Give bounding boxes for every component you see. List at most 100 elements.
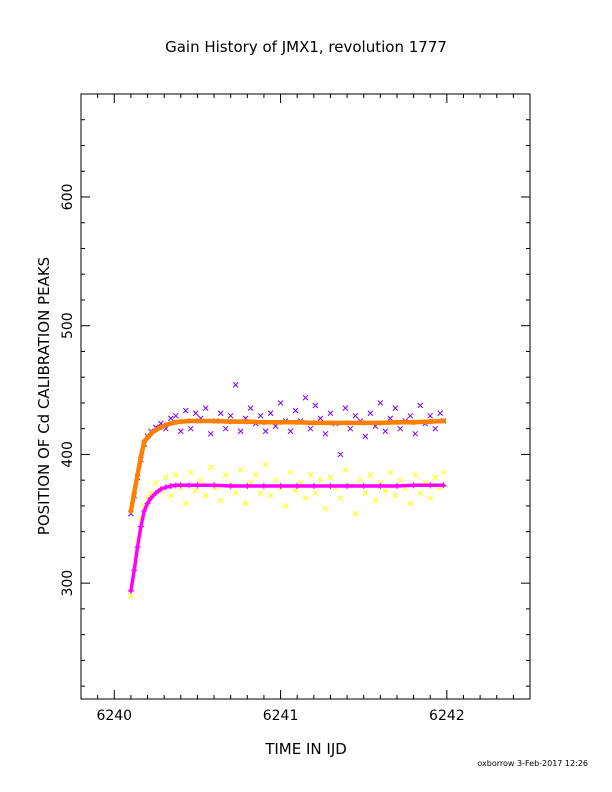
data-point xyxy=(257,412,264,419)
data-point xyxy=(217,410,224,417)
data-point xyxy=(172,472,179,478)
data-point xyxy=(287,428,294,435)
y-tick-label: 600 xyxy=(60,184,76,211)
data-point xyxy=(162,474,169,481)
data-point xyxy=(312,490,319,496)
data-point xyxy=(267,492,274,499)
data-point xyxy=(342,405,349,411)
data-point xyxy=(152,479,159,486)
data-point xyxy=(232,490,239,496)
data-point xyxy=(327,410,334,417)
data-point xyxy=(440,469,447,476)
data-point xyxy=(272,477,279,484)
data-point xyxy=(217,497,224,504)
data-point xyxy=(357,477,364,484)
data-point xyxy=(412,472,419,478)
data-point xyxy=(412,430,419,437)
data-point xyxy=(287,469,294,476)
data-point xyxy=(262,461,269,468)
data-point xyxy=(427,495,434,502)
y-tick-labels: 300 400 500 600 xyxy=(60,184,76,597)
data-point xyxy=(397,477,404,484)
data-point xyxy=(202,405,209,411)
data-point xyxy=(262,428,269,435)
data-point xyxy=(227,412,234,419)
y-axis-label: POSITION OF Cd CALIBRATION PEAKS xyxy=(35,257,53,535)
data-point xyxy=(367,472,374,478)
data-point xyxy=(302,394,309,401)
data-point xyxy=(237,428,244,435)
data-point xyxy=(192,410,199,417)
data-point xyxy=(307,472,314,478)
data-point xyxy=(232,382,239,388)
data-point xyxy=(337,451,344,458)
plot-frame xyxy=(80,93,531,700)
data-point xyxy=(417,402,424,409)
data-point xyxy=(128,593,134,599)
data-point xyxy=(327,474,334,481)
data-point xyxy=(407,500,414,507)
data-point xyxy=(307,425,314,432)
data-point xyxy=(317,415,324,422)
data-point xyxy=(167,492,174,499)
data-point xyxy=(317,477,324,484)
data-point xyxy=(367,410,374,417)
x-axis-label: TIME IN IJD xyxy=(264,740,347,758)
data-point xyxy=(282,503,289,509)
data-point xyxy=(417,490,424,496)
data-point xyxy=(222,425,229,432)
data-point xyxy=(337,495,344,502)
data-point xyxy=(392,405,399,411)
data-point xyxy=(252,472,259,478)
data-point xyxy=(427,412,434,419)
data-point xyxy=(172,412,179,419)
data-point xyxy=(377,400,384,406)
x-tick-label: 6242 xyxy=(429,708,465,724)
data-point xyxy=(347,425,354,432)
data-point xyxy=(362,490,369,496)
series-2 xyxy=(128,418,447,514)
data-point xyxy=(247,405,254,411)
data-point xyxy=(352,510,359,517)
y-tick-label: 400 xyxy=(60,441,76,468)
plot-area xyxy=(80,93,531,700)
data-point xyxy=(182,407,189,414)
data-point xyxy=(432,474,439,481)
data-point xyxy=(207,464,214,471)
series-3 xyxy=(127,482,447,594)
data-point xyxy=(407,412,414,419)
data-point xyxy=(387,469,394,476)
data-point xyxy=(352,412,359,419)
data-point xyxy=(312,402,319,409)
data-point xyxy=(167,415,174,422)
data-point xyxy=(292,407,299,414)
data-point xyxy=(342,467,349,473)
data-point xyxy=(187,469,194,476)
data-point xyxy=(302,495,309,502)
data-point xyxy=(432,425,439,432)
y-tick-label: 300 xyxy=(60,570,76,597)
axis-ticks xyxy=(80,93,531,699)
data-point xyxy=(437,410,444,417)
data-point xyxy=(242,500,249,507)
data-point xyxy=(322,430,329,437)
chart-title: Gain History of JMX1, revolution 1777 xyxy=(165,38,447,56)
series-line xyxy=(128,418,446,514)
data-point xyxy=(187,425,194,432)
data-point xyxy=(267,410,274,417)
data-point xyxy=(392,492,399,499)
data-point xyxy=(177,428,184,435)
data-point xyxy=(382,428,389,435)
x-tick-labels: 6240 6241 6242 xyxy=(96,708,464,724)
data-point xyxy=(192,487,199,494)
series-0 xyxy=(128,382,447,517)
data-point xyxy=(197,477,204,484)
data-marks xyxy=(127,382,447,599)
data-point xyxy=(362,433,369,440)
y-tick-label: 500 xyxy=(60,312,76,339)
data-point xyxy=(397,425,404,432)
data-point xyxy=(237,467,244,473)
data-point xyxy=(382,487,389,494)
data-point xyxy=(322,505,329,512)
